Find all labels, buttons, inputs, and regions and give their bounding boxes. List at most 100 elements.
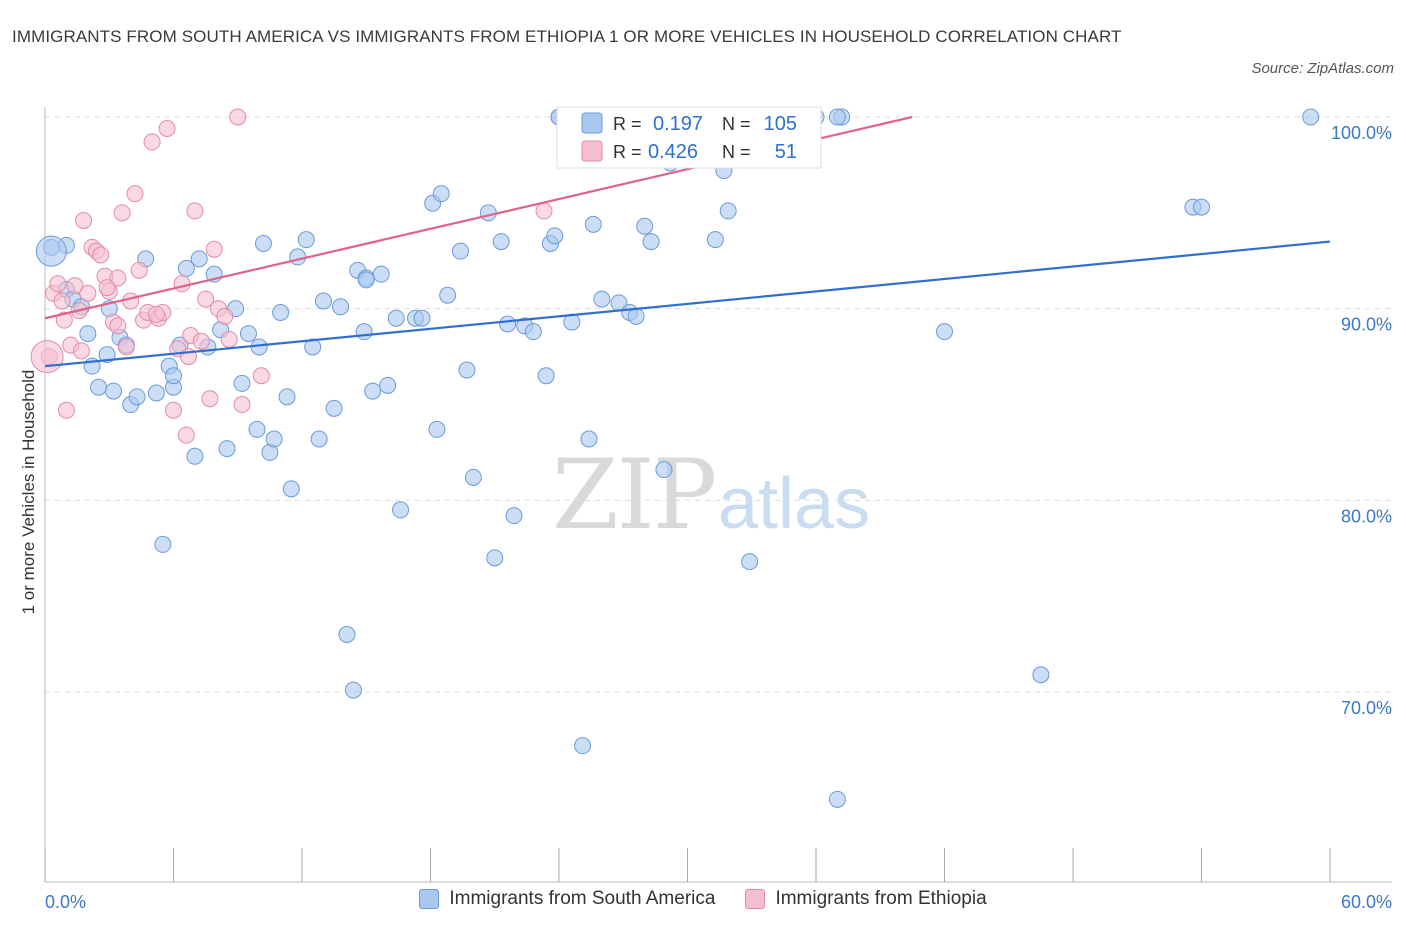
point-south-america	[1032, 666, 1050, 684]
point-south-america	[413, 309, 431, 327]
axes	[44, 107, 1392, 883]
point-ethiopia	[177, 426, 195, 444]
point-south-america	[379, 376, 397, 394]
point-ethiopia	[173, 275, 191, 293]
point-ethiopia	[147, 305, 165, 323]
point-south-america	[741, 553, 759, 571]
tick-labels: 100.0% 90.0% 80.0% 70.0% 0.0% 60.0%	[45, 123, 1392, 912]
legend-r-label-1: R =	[613, 114, 642, 134]
point-south-america	[524, 323, 542, 341]
point-ethiopia	[53, 292, 71, 310]
legend-label-south-america: Immigrants from South America	[449, 888, 716, 909]
point-south-america	[278, 388, 296, 406]
point-ethiopia	[109, 317, 127, 335]
point-ethiopia	[117, 338, 135, 356]
point-south-america	[499, 315, 517, 333]
point-south-america	[314, 292, 332, 310]
point-south-america	[428, 420, 446, 438]
legend-swatch-ethiopia	[581, 140, 603, 162]
point-ethiopia	[57, 401, 75, 419]
point-south-america	[304, 338, 322, 356]
point-ethiopia	[201, 390, 219, 408]
watermark-atlas: atlas	[718, 464, 870, 544]
point-south-america	[1193, 198, 1210, 216]
point-south-america	[355, 323, 373, 341]
point-south-america	[392, 501, 410, 519]
point-ethiopia	[220, 330, 238, 348]
point-south-america	[297, 231, 315, 249]
point-south-america	[1302, 108, 1320, 126]
point-south-america	[719, 202, 737, 220]
point-ethiopia	[66, 277, 84, 295]
point-south-america	[338, 626, 356, 643]
point-south-america	[272, 304, 290, 321]
point-south-america	[828, 790, 846, 808]
point-ethiopia	[75, 212, 93, 229]
x-tick-label: 60.0%	[1341, 892, 1392, 912]
y-axis-label: 1 or more Vehicles in Household	[19, 370, 38, 615]
point-ethiopia	[229, 108, 247, 126]
point-ethiopia	[98, 279, 116, 297]
y-tick-label: 70.0%	[1341, 698, 1392, 718]
legend-item-south-america: Immigrants from South America	[419, 888, 715, 910]
watermark-zip: ZIP	[552, 439, 715, 551]
point-south-america	[154, 535, 172, 553]
point-ethiopia	[165, 401, 182, 419]
point-ethiopia	[30, 340, 64, 374]
point-south-america	[451, 242, 469, 260]
point-ethiopia	[233, 396, 251, 413]
point-south-america	[655, 461, 673, 479]
point-south-america	[479, 204, 497, 222]
legend-r-value-1: 0.197	[653, 113, 703, 135]
legend-label-ethiopia: Immigrants from Ethiopia	[775, 888, 987, 909]
point-south-america	[505, 507, 523, 525]
point-south-america	[186, 447, 204, 465]
point-south-america	[492, 233, 510, 251]
point-south-america	[79, 325, 97, 343]
point-ethiopia	[205, 240, 223, 258]
point-south-america	[537, 367, 555, 385]
point-south-america	[387, 309, 405, 327]
point-ethiopia	[535, 202, 553, 220]
point-south-america	[642, 233, 660, 251]
point-south-america	[165, 367, 182, 385]
point-south-america	[464, 468, 482, 486]
point-ethiopia	[49, 275, 67, 293]
point-south-america	[265, 430, 283, 448]
point-south-america	[439, 286, 457, 304]
point-south-america	[128, 388, 146, 406]
point-ethiopia	[143, 133, 161, 151]
point-south-america	[248, 420, 266, 438]
chart-title: IMMIGRANTS FROM SOUTH AMERICA VS IMMIGRA…	[12, 27, 1122, 46]
point-south-america	[372, 265, 390, 283]
point-ethiopia	[122, 292, 140, 310]
point-south-america	[706, 231, 724, 249]
point-ethiopia	[158, 120, 176, 137]
point-south-america	[344, 681, 362, 699]
point-ethiopia	[72, 342, 90, 360]
series-legend: Immigrants from South America Immigrants…	[0, 888, 1406, 910]
point-ethiopia	[186, 202, 204, 220]
point-south-america	[364, 382, 382, 400]
point-ethiopia	[55, 311, 73, 329]
source-label: Source: ZipAtlas.com	[1251, 60, 1394, 77]
point-south-america	[105, 382, 123, 400]
point-south-america	[936, 323, 953, 341]
y-tick-label: 100.0%	[1331, 123, 1392, 143]
point-south-america	[627, 307, 645, 325]
point-ethiopia	[197, 290, 215, 308]
legend-swatch-south-america	[581, 112, 603, 134]
point-ethiopia	[130, 261, 148, 279]
point-south-america	[282, 480, 300, 498]
point-south-america	[580, 430, 598, 448]
trend-line-south-america	[44, 240, 1331, 368]
legend-r-label-2: R =	[613, 142, 642, 162]
legend-n-label-1: N =	[722, 114, 751, 134]
point-ethiopia	[79, 284, 97, 302]
point-ethiopia	[192, 332, 210, 350]
point-ethiopia	[126, 185, 144, 203]
point-south-america	[310, 430, 328, 448]
legend-swatch-pink	[745, 889, 766, 909]
legend-swatch-blue	[419, 889, 440, 909]
point-south-america	[147, 384, 165, 402]
